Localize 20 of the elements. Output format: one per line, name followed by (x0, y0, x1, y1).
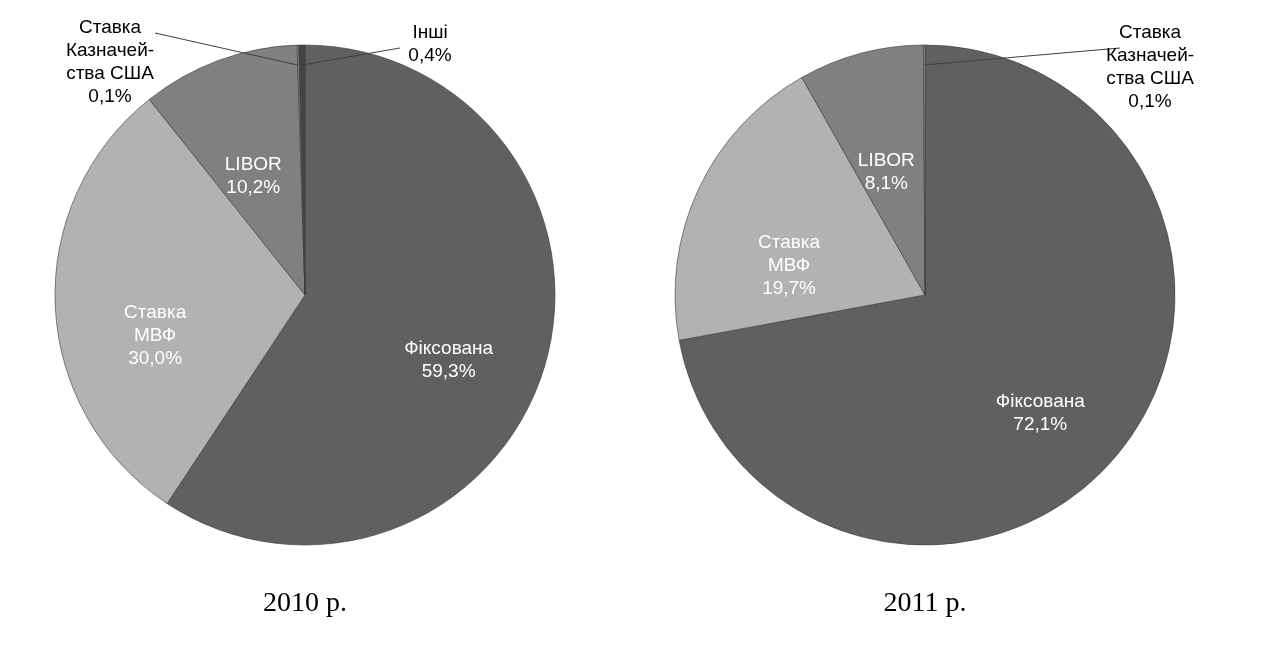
slice-label: LIBOR (857, 149, 915, 171)
data-label: 59,3% (421, 360, 476, 382)
text: 2010 р. (263, 586, 347, 617)
data-label: 0,1% (88, 85, 132, 106)
slice-label: LIBOR (224, 153, 282, 175)
slice-label: Ставка Казначей- ства США (65, 16, 155, 83)
slice-label: Фіксована (995, 389, 1086, 411)
data-label: 0,1% (1128, 90, 1172, 111)
data-label: 8,1% (864, 172, 909, 194)
slice-label: Фіксована (404, 337, 494, 359)
data-label: 0,4% (408, 44, 452, 65)
slice-label: Ставка Казначей- ства США (1105, 21, 1195, 88)
data-label: 19,7% (762, 276, 817, 298)
slice-label: Інші (412, 21, 448, 42)
slice-label: Ставка МВФ (757, 230, 821, 275)
data-label: 30,0% (128, 346, 183, 368)
data-label: 72,1% (1013, 412, 1068, 434)
data-label: 10,2% (226, 176, 281, 198)
text: 2011 р. (883, 586, 967, 617)
slice-label: Ставка МВФ (124, 300, 187, 345)
